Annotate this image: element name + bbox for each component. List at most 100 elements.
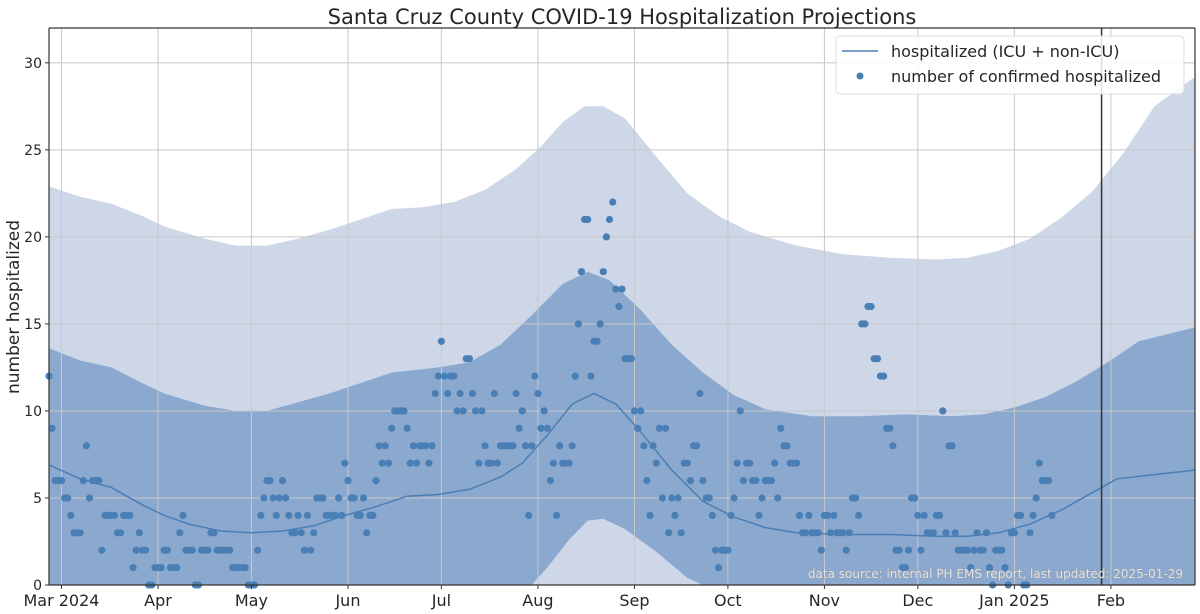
observed-point xyxy=(307,546,315,554)
observed-point xyxy=(226,546,234,554)
y-axis-label: number hospitalized xyxy=(4,220,24,394)
x-tick-label: May xyxy=(235,591,268,610)
observed-point xyxy=(388,424,396,432)
observed-point xyxy=(886,424,894,432)
observed-point xyxy=(95,477,103,485)
observed-point xyxy=(587,372,595,380)
observed-point xyxy=(827,529,835,537)
x-tick-label: Jul xyxy=(431,591,451,610)
observed-point xyxy=(792,459,801,467)
observed-point xyxy=(428,442,436,450)
observed-point xyxy=(609,198,617,206)
observed-point xyxy=(917,546,925,554)
lower-band-gap xyxy=(49,518,1195,585)
observed-point xyxy=(272,511,280,519)
gridlines xyxy=(49,28,1195,586)
y-tick-label: 25 xyxy=(24,143,42,159)
observed-point xyxy=(693,442,701,450)
observed-point xyxy=(1010,529,1019,537)
observed-point xyxy=(403,424,411,432)
observed-point xyxy=(823,511,832,519)
observed-point xyxy=(188,546,196,554)
observed-point xyxy=(434,372,442,380)
observed-point xyxy=(67,511,75,519)
observed-point xyxy=(444,389,452,398)
observed-point xyxy=(335,494,343,502)
observed-point xyxy=(630,407,639,415)
observed-point xyxy=(640,442,648,450)
observed-point xyxy=(540,407,548,415)
observed-point xyxy=(714,564,723,572)
observed-point xyxy=(880,372,888,380)
observed-point xyxy=(845,529,853,537)
observed-point xyxy=(985,564,994,572)
observed-point xyxy=(440,372,449,380)
observed-point xyxy=(400,407,408,415)
observed-point xyxy=(605,215,614,224)
observed-point xyxy=(724,546,732,554)
observed-point xyxy=(141,546,150,554)
observed-point xyxy=(126,511,134,519)
observed-point xyxy=(481,442,489,450)
observed-point xyxy=(132,546,140,554)
x-tick-label: Dec xyxy=(902,591,933,610)
observed-point xyxy=(1026,529,1034,537)
observed-point xyxy=(381,442,389,450)
observed-point xyxy=(534,389,542,398)
observed-point xyxy=(571,372,579,380)
observed-point xyxy=(303,511,312,519)
observed-point xyxy=(677,529,685,537)
observed-point xyxy=(599,268,607,276)
observed-point xyxy=(730,494,738,502)
observed-point xyxy=(531,372,539,380)
observed-point xyxy=(777,424,785,432)
observed-point xyxy=(176,529,184,537)
observed-point xyxy=(493,459,501,467)
projection-line-group xyxy=(48,392,1196,538)
observed-point xyxy=(1029,511,1037,519)
observed-point xyxy=(350,494,358,502)
observed-point xyxy=(596,320,604,328)
observed-point xyxy=(76,529,84,537)
observed-point xyxy=(904,546,913,554)
y-tick-label: 20 xyxy=(24,230,42,246)
observed-point xyxy=(967,564,975,572)
observed-point xyxy=(372,477,380,485)
observed-point xyxy=(282,494,290,502)
observed-point xyxy=(855,511,863,519)
observed-point xyxy=(655,424,664,432)
observed-point xyxy=(85,494,94,502)
observed-point xyxy=(310,529,318,537)
observed-point xyxy=(509,442,517,450)
data-source-annotation: data source: internal PH EMS report, las… xyxy=(808,567,1183,581)
observed-point xyxy=(384,459,392,467)
observed-point xyxy=(57,477,66,485)
legend-label-projection: hospitalized (ICU + non-ICU) xyxy=(891,42,1119,61)
observed-point xyxy=(173,564,181,572)
observed-point xyxy=(528,442,536,450)
observed-point xyxy=(475,459,483,467)
observed-point xyxy=(739,477,748,485)
observed-point xyxy=(998,546,1006,554)
observed-point xyxy=(319,494,327,502)
observed-point xyxy=(300,546,308,554)
inner-band-area xyxy=(49,271,1195,585)
observed-point xyxy=(425,459,433,467)
observed-point xyxy=(964,546,972,554)
axes xyxy=(48,27,1196,586)
observed-point xyxy=(487,459,495,467)
observed-point xyxy=(733,459,741,467)
observed-point xyxy=(686,477,695,485)
observed-point xyxy=(665,529,673,537)
observed-point xyxy=(914,511,922,519)
observed-point xyxy=(574,320,583,328)
observed-point xyxy=(241,564,249,572)
observed-point xyxy=(521,442,530,450)
observed-point xyxy=(254,546,262,554)
observed-point xyxy=(830,511,838,519)
observed-point xyxy=(852,494,860,502)
observed-point xyxy=(456,389,464,398)
observed-point xyxy=(652,459,660,467)
y-tick-label: 5 xyxy=(33,491,42,507)
observed-point xyxy=(422,442,430,450)
